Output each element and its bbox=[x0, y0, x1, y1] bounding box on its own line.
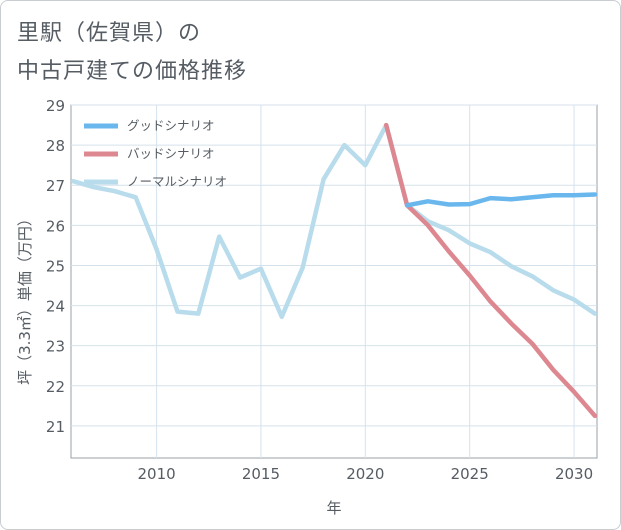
x-tick-label: 2025 bbox=[451, 465, 489, 483]
y-tick-label: 23 bbox=[46, 338, 65, 356]
y-axis-label: 坪（3.3㎡）単価（万円） bbox=[16, 211, 34, 385]
legend-label-1: バッドシナリオ bbox=[127, 146, 215, 161]
grid-lines bbox=[71, 104, 597, 458]
series-line-2 bbox=[71, 122, 597, 320]
y-tick-label: 27 bbox=[46, 177, 65, 195]
series-line-0 bbox=[404, 192, 597, 208]
legend-label-2: ノーマルシナリオ bbox=[127, 174, 227, 189]
y-tick-label: 26 bbox=[46, 217, 65, 235]
series-lines bbox=[71, 122, 597, 419]
title-line-2: 中古戸建ての価格推移 bbox=[17, 59, 248, 84]
x-tick-label: 2020 bbox=[346, 465, 384, 483]
y-tick-label: 22 bbox=[46, 378, 65, 396]
y-tick-label: 28 bbox=[46, 137, 65, 155]
y-tick-label: 24 bbox=[46, 298, 65, 316]
x-axis-label: 年 bbox=[326, 499, 341, 517]
chart-title: 里駅（佐賀県）の 中古戸建ての価格推移 bbox=[17, 15, 247, 91]
y-tick-label: 29 bbox=[46, 97, 65, 115]
y-tick-label: 21 bbox=[46, 418, 65, 436]
x-tick-label: 2015 bbox=[242, 465, 280, 483]
legend-label-0: グッドシナリオ bbox=[127, 118, 215, 133]
x-tick-label: 2010 bbox=[137, 465, 175, 483]
x-axis-ticks: 2010 2015 2020 2025 2030 bbox=[137, 465, 593, 483]
y-tick-label: 25 bbox=[46, 257, 65, 275]
title-line-1: 里駅（佐賀県）の bbox=[17, 21, 202, 46]
x-tick-label: 2030 bbox=[555, 465, 593, 483]
y-axis-ticks: 21 22 23 24 25 26 27 28 29 bbox=[46, 97, 65, 436]
series-line-1 bbox=[383, 122, 597, 419]
